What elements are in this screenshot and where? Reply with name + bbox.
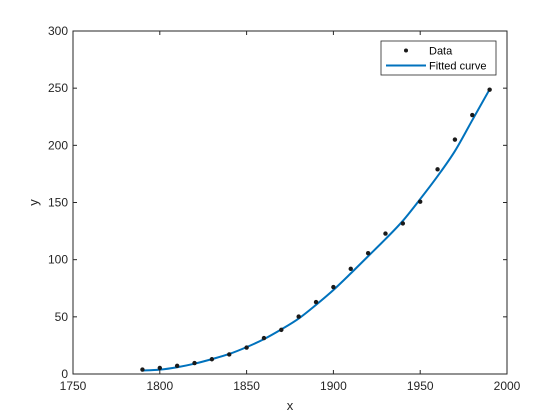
data-point — [365, 250, 371, 256]
data-point — [313, 299, 319, 305]
y-tick-label: 250 — [48, 81, 68, 95]
x-tick-label: 1950 — [407, 379, 434, 393]
y-tick-label: 200 — [48, 138, 68, 152]
data-point — [487, 87, 492, 92]
plot-area — [73, 31, 507, 374]
data-point — [209, 357, 215, 362]
data-points-layer — [140, 87, 492, 372]
ticks-layer — [72, 30, 508, 375]
x-tick-label: 1800 — [146, 379, 173, 393]
data-point — [140, 367, 145, 372]
data-point — [418, 199, 423, 204]
data-point — [244, 345, 249, 350]
fitted-curve-layer — [142, 88, 491, 372]
legend-curve-label: Fitted curve — [429, 61, 486, 73]
y-axis-label: y — [26, 199, 41, 206]
data-point — [174, 363, 180, 368]
y-tick-label: 0 — [61, 367, 68, 381]
x-axis-label: x — [287, 398, 294, 413]
legend-data-label: Data — [429, 46, 453, 58]
x-tick-label: 1900 — [320, 379, 347, 393]
legend: Data Fitted curve — [380, 40, 497, 76]
fitted-curve-line — [142, 88, 491, 372]
data-point — [383, 231, 388, 236]
data-point — [192, 360, 197, 366]
data-point — [157, 365, 162, 371]
data-point — [296, 314, 301, 319]
data-point — [470, 112, 475, 118]
data-point — [435, 167, 440, 172]
x-tick-label: 1750 — [60, 379, 87, 393]
x-tick-label: 2000 — [494, 379, 521, 393]
x-tick-labels: 1750 1800 1850 1900 1950 2000 — [60, 379, 521, 393]
data-point — [400, 221, 406, 226]
y-tick-label: 50 — [55, 310, 69, 324]
data-point — [279, 327, 284, 333]
legend-data-marker — [404, 48, 408, 53]
y-tick-label: 150 — [48, 196, 68, 210]
y-tick-label: 100 — [48, 253, 68, 267]
y-tick-labels: 0 50 100 150 200 250 300 — [48, 24, 68, 381]
data-point — [261, 335, 267, 341]
x-tick-label: 1850 — [233, 379, 260, 393]
data-point — [227, 352, 232, 357]
data-point — [452, 137, 458, 142]
y-tick-label: 300 — [48, 24, 68, 38]
legend-box — [380, 40, 497, 76]
data-point — [348, 266, 353, 272]
data-point — [331, 284, 336, 290]
